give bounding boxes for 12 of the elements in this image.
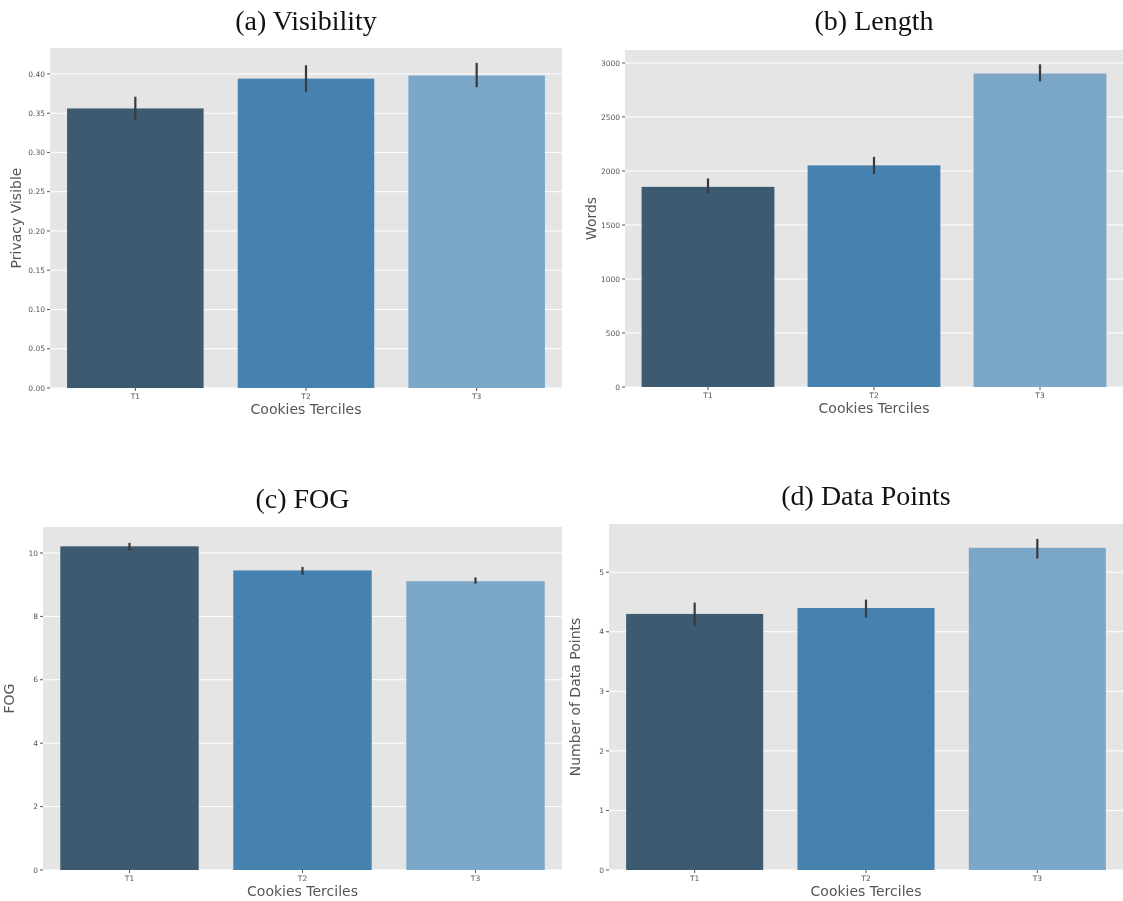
y-axis-title: Number of Data Points — [567, 617, 583, 777]
chart-title: (d) Data Points — [781, 480, 951, 511]
chart-title: (c) FOG — [255, 483, 350, 514]
x-axis-title: Cookies Terciles — [818, 400, 930, 416]
y-axis-title: FOG — [1, 683, 17, 714]
y-axis-title: Privacy Visible — [8, 167, 24, 269]
x-axis-title: Cookies Terciles — [810, 883, 922, 899]
y-axis-title: Words — [583, 196, 599, 241]
x-axis-title: Cookies Terciles — [250, 401, 362, 417]
x-axis-title: Cookies Terciles — [247, 883, 358, 899]
chart-title: (a) Visibility — [235, 5, 377, 36]
chart-title: (b) Length — [814, 5, 934, 36]
